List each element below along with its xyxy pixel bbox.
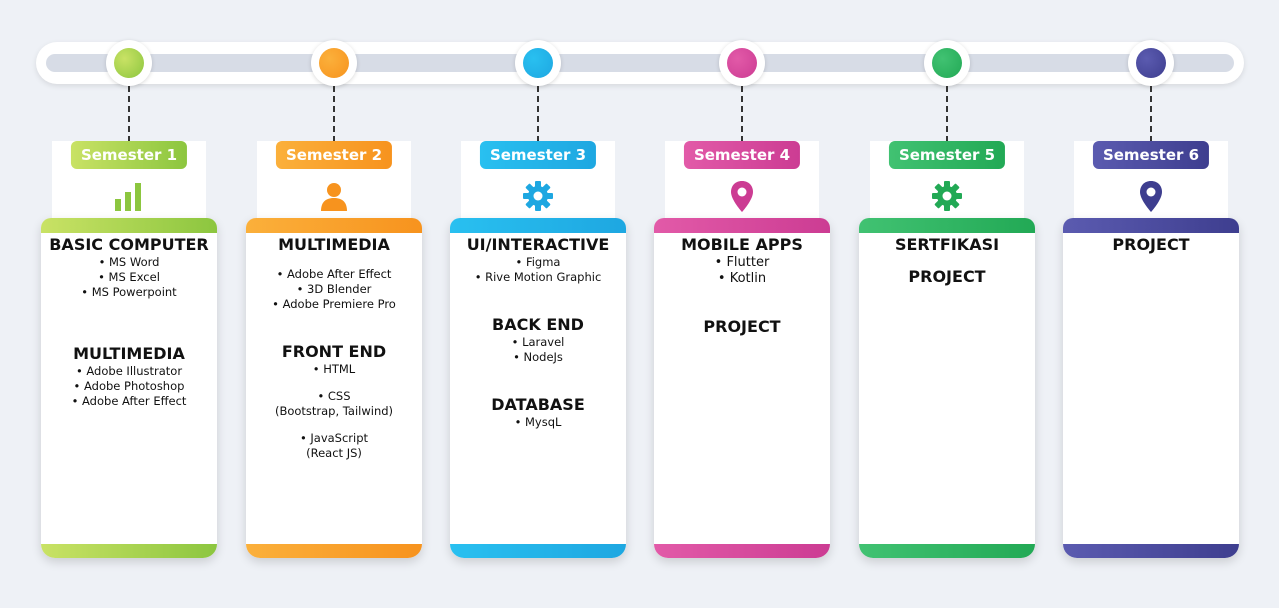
section-heading: DATABASE	[491, 395, 585, 414]
semester-label: Semester 2	[275, 141, 393, 169]
section-heading: BACK END	[492, 315, 584, 334]
connector-line	[946, 86, 948, 142]
gear-icon	[521, 179, 555, 213]
list-item: • MS Powerpoint	[81, 285, 177, 299]
semester-card-4: MOBILE APPS • Flutter • Kotlin PROJECT	[654, 218, 830, 558]
semester-header-3: Semester 3	[461, 141, 615, 218]
section-heading: MOBILE APPS	[681, 235, 803, 254]
list-item: • JavaScript	[299, 431, 369, 445]
semester-card-5: SERTFIKASI PROJECT	[859, 218, 1035, 558]
section-heading: BASIC COMPUTER	[49, 235, 209, 254]
section-heading: MULTIMEDIA	[278, 235, 390, 254]
timeline-node-5	[924, 40, 970, 86]
semester-header-6: Semester 6	[1074, 141, 1228, 218]
list-item: • Rive Motion Graphic	[474, 270, 602, 284]
list-item: • Adobe Photoshop	[73, 379, 185, 393]
list-item: • Laravel	[511, 335, 565, 349]
semester-label: Semester 4	[683, 141, 801, 169]
list-item: • Figma	[515, 255, 561, 269]
list-item: • Adobe Premiere Pro	[272, 297, 396, 311]
semester-header-1: Semester 1	[52, 141, 206, 218]
list-item: (React JS)	[306, 446, 362, 460]
section-heading: PROJECT	[703, 317, 781, 336]
location-pin-icon	[725, 179, 759, 213]
semester-card-3: UI/INTERACTIVE • Figma • Rive Motion Gra…	[450, 218, 626, 558]
timeline-node-2	[311, 40, 357, 86]
list-item: • Adobe After Effect	[71, 394, 187, 408]
section-heading: PROJECT	[1112, 235, 1190, 254]
semester-card-1: BASIC COMPUTER • MS Word • MS Excel • MS…	[41, 218, 217, 558]
list-item: • NodeJs	[513, 350, 563, 364]
list-item: • CSS	[317, 389, 351, 403]
list-item: • MysqL	[514, 415, 562, 429]
list-item: • Flutter	[714, 255, 770, 270]
section-heading: SERTFIKASI	[894, 235, 1000, 254]
section-heading: UI/INTERACTIVE	[466, 235, 610, 254]
list-item: • Kotlin	[717, 271, 767, 286]
user-icon	[317, 179, 351, 213]
semester-card-2: MULTIMEDIA • Adobe After Effect • 3D Ble…	[246, 218, 422, 558]
list-item: (Bootstrap, Tailwind)	[274, 404, 394, 418]
connector-line	[128, 86, 130, 142]
list-item: • MS Word	[98, 255, 160, 269]
list-item: • MS Excel	[98, 270, 160, 284]
semester-label: Semester 3	[479, 141, 597, 169]
semester-label: Semester 5	[888, 141, 1006, 169]
list-item: • HTML	[312, 362, 356, 376]
semester-header-4: Semester 4	[665, 141, 819, 218]
list-item: • Adobe After Effect	[276, 267, 392, 281]
timeline-node-4	[719, 40, 765, 86]
semester-header-5: Semester 5	[870, 141, 1024, 218]
semester-label: Semester 6	[1092, 141, 1210, 169]
timeline-node-1	[106, 40, 152, 86]
timeline-bar	[46, 54, 1234, 72]
list-item: • Adobe Illustrator	[75, 364, 183, 378]
gear-icon	[930, 179, 964, 213]
section-heading: FRONT END	[281, 342, 387, 361]
list-item: • 3D Blender	[296, 282, 372, 296]
timeline-track	[36, 42, 1244, 84]
connector-line	[1150, 86, 1152, 142]
connector-line	[741, 86, 743, 142]
bar-chart-icon	[112, 179, 146, 213]
connector-line	[333, 86, 335, 142]
timeline-node-6	[1128, 40, 1174, 86]
semester-label: Semester 1	[70, 141, 188, 169]
location-pin-icon	[1134, 179, 1168, 213]
section-heading: PROJECT	[908, 267, 986, 286]
semester-card-6: PROJECT	[1063, 218, 1239, 558]
section-heading: MULTIMEDIA	[73, 344, 185, 363]
timeline-node-3	[515, 40, 561, 86]
connector-line	[537, 86, 539, 142]
semester-header-2: Semester 2	[257, 141, 411, 218]
